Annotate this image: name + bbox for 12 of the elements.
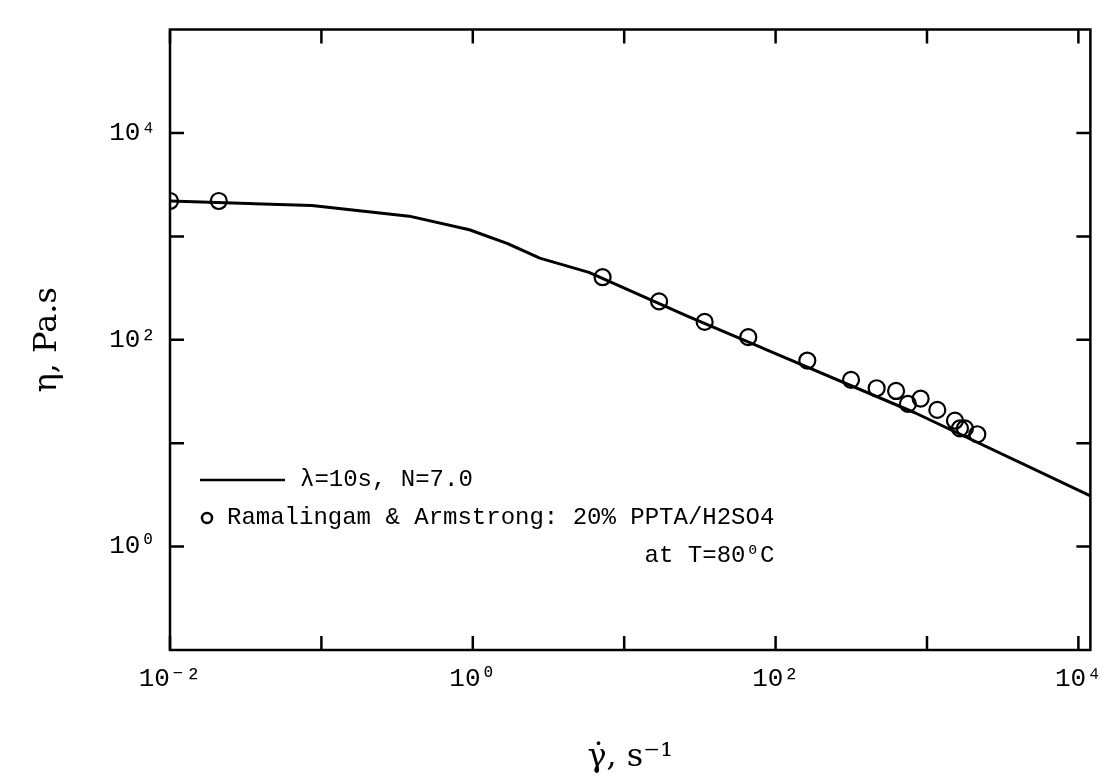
annotation: at T=80⁰C (644, 542, 775, 570)
y-tick-label: 10⁴ (109, 117, 156, 148)
x-tick-label: 10² (752, 664, 799, 695)
x-tick-label: 10⁰ (449, 664, 497, 695)
y-tick-label: 10⁰ (109, 531, 156, 562)
x-axis-title: γ̇, s⁻¹ (587, 736, 673, 775)
y-axis-title: η, Pa.s (25, 287, 64, 393)
x-tick-label: 10⁴ (1054, 664, 1102, 695)
y-tick-label: 10² (109, 324, 156, 355)
x-tick-label: 10⁻² (138, 664, 202, 695)
legend-label: λ=10s, N=7.0 (300, 466, 473, 494)
legend-label: Ramalingam & Armstrong: 20% PPTA/H2SO4 (227, 504, 775, 532)
